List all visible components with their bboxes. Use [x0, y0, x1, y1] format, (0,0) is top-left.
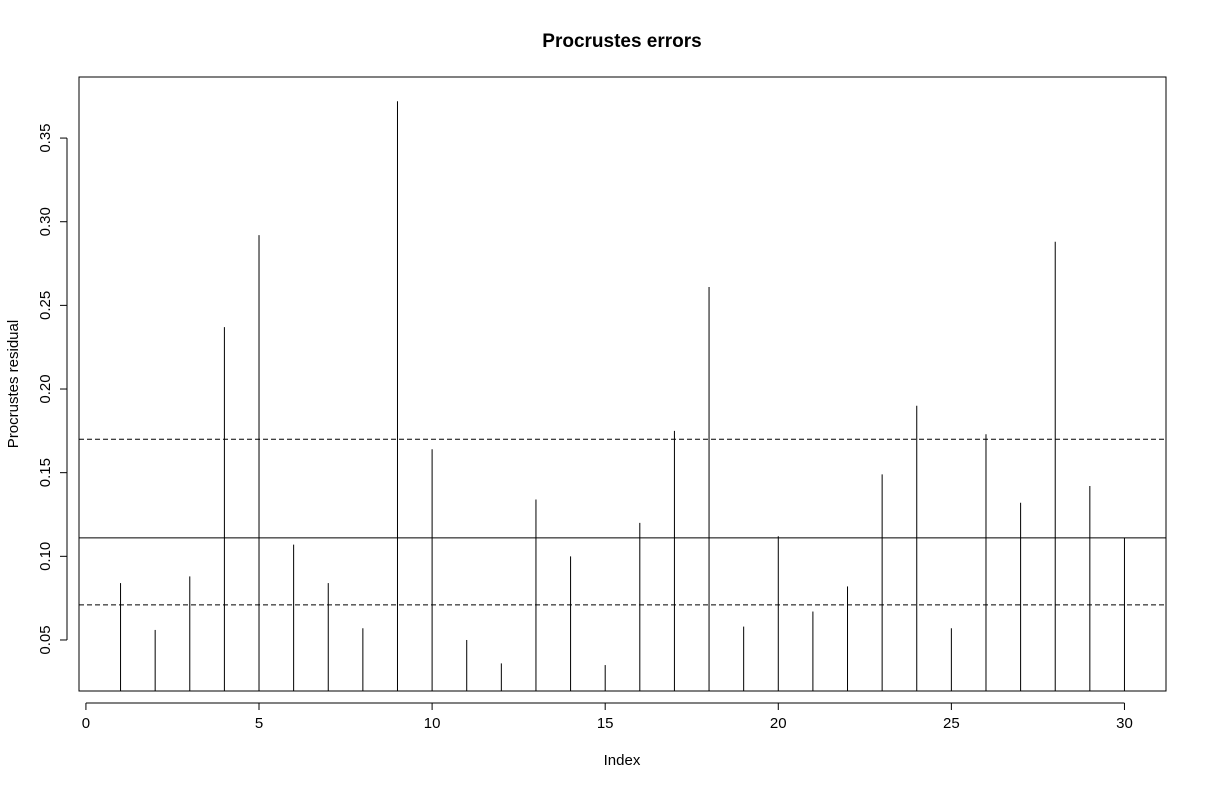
plot-frame: [78, 76, 1167, 692]
y-tick-label: 0.30: [37, 207, 54, 236]
x-tick-label: 15: [597, 715, 614, 732]
x-tick-label: 5: [255, 715, 263, 732]
y-tick-label: 0.25: [37, 291, 54, 320]
y-tick-label: 0.20: [37, 374, 54, 403]
x-tick-label: 25: [943, 715, 960, 732]
y-tick-label: 0.35: [37, 123, 54, 152]
y-tick-label: 0.15: [37, 458, 54, 487]
y-tick-label: 0.05: [37, 625, 54, 654]
x-tick-label: 20: [770, 715, 787, 732]
plot-area: 0 5 10 15 20 25 30 0.05 0.10 0.15 0.20 0.25 0.30 0.35: [37, 76, 1167, 732]
y-axis-label: Procrustes residual: [5, 320, 22, 448]
x-tick-label: 30: [1116, 715, 1133, 732]
chart-title: Procrustes errors: [542, 31, 701, 52]
x-tick-label: 0: [82, 715, 90, 732]
y-tick-label: 0.10: [37, 542, 54, 571]
x-tick-label: 10: [424, 715, 441, 732]
x-axis-label: Index: [604, 752, 641, 769]
